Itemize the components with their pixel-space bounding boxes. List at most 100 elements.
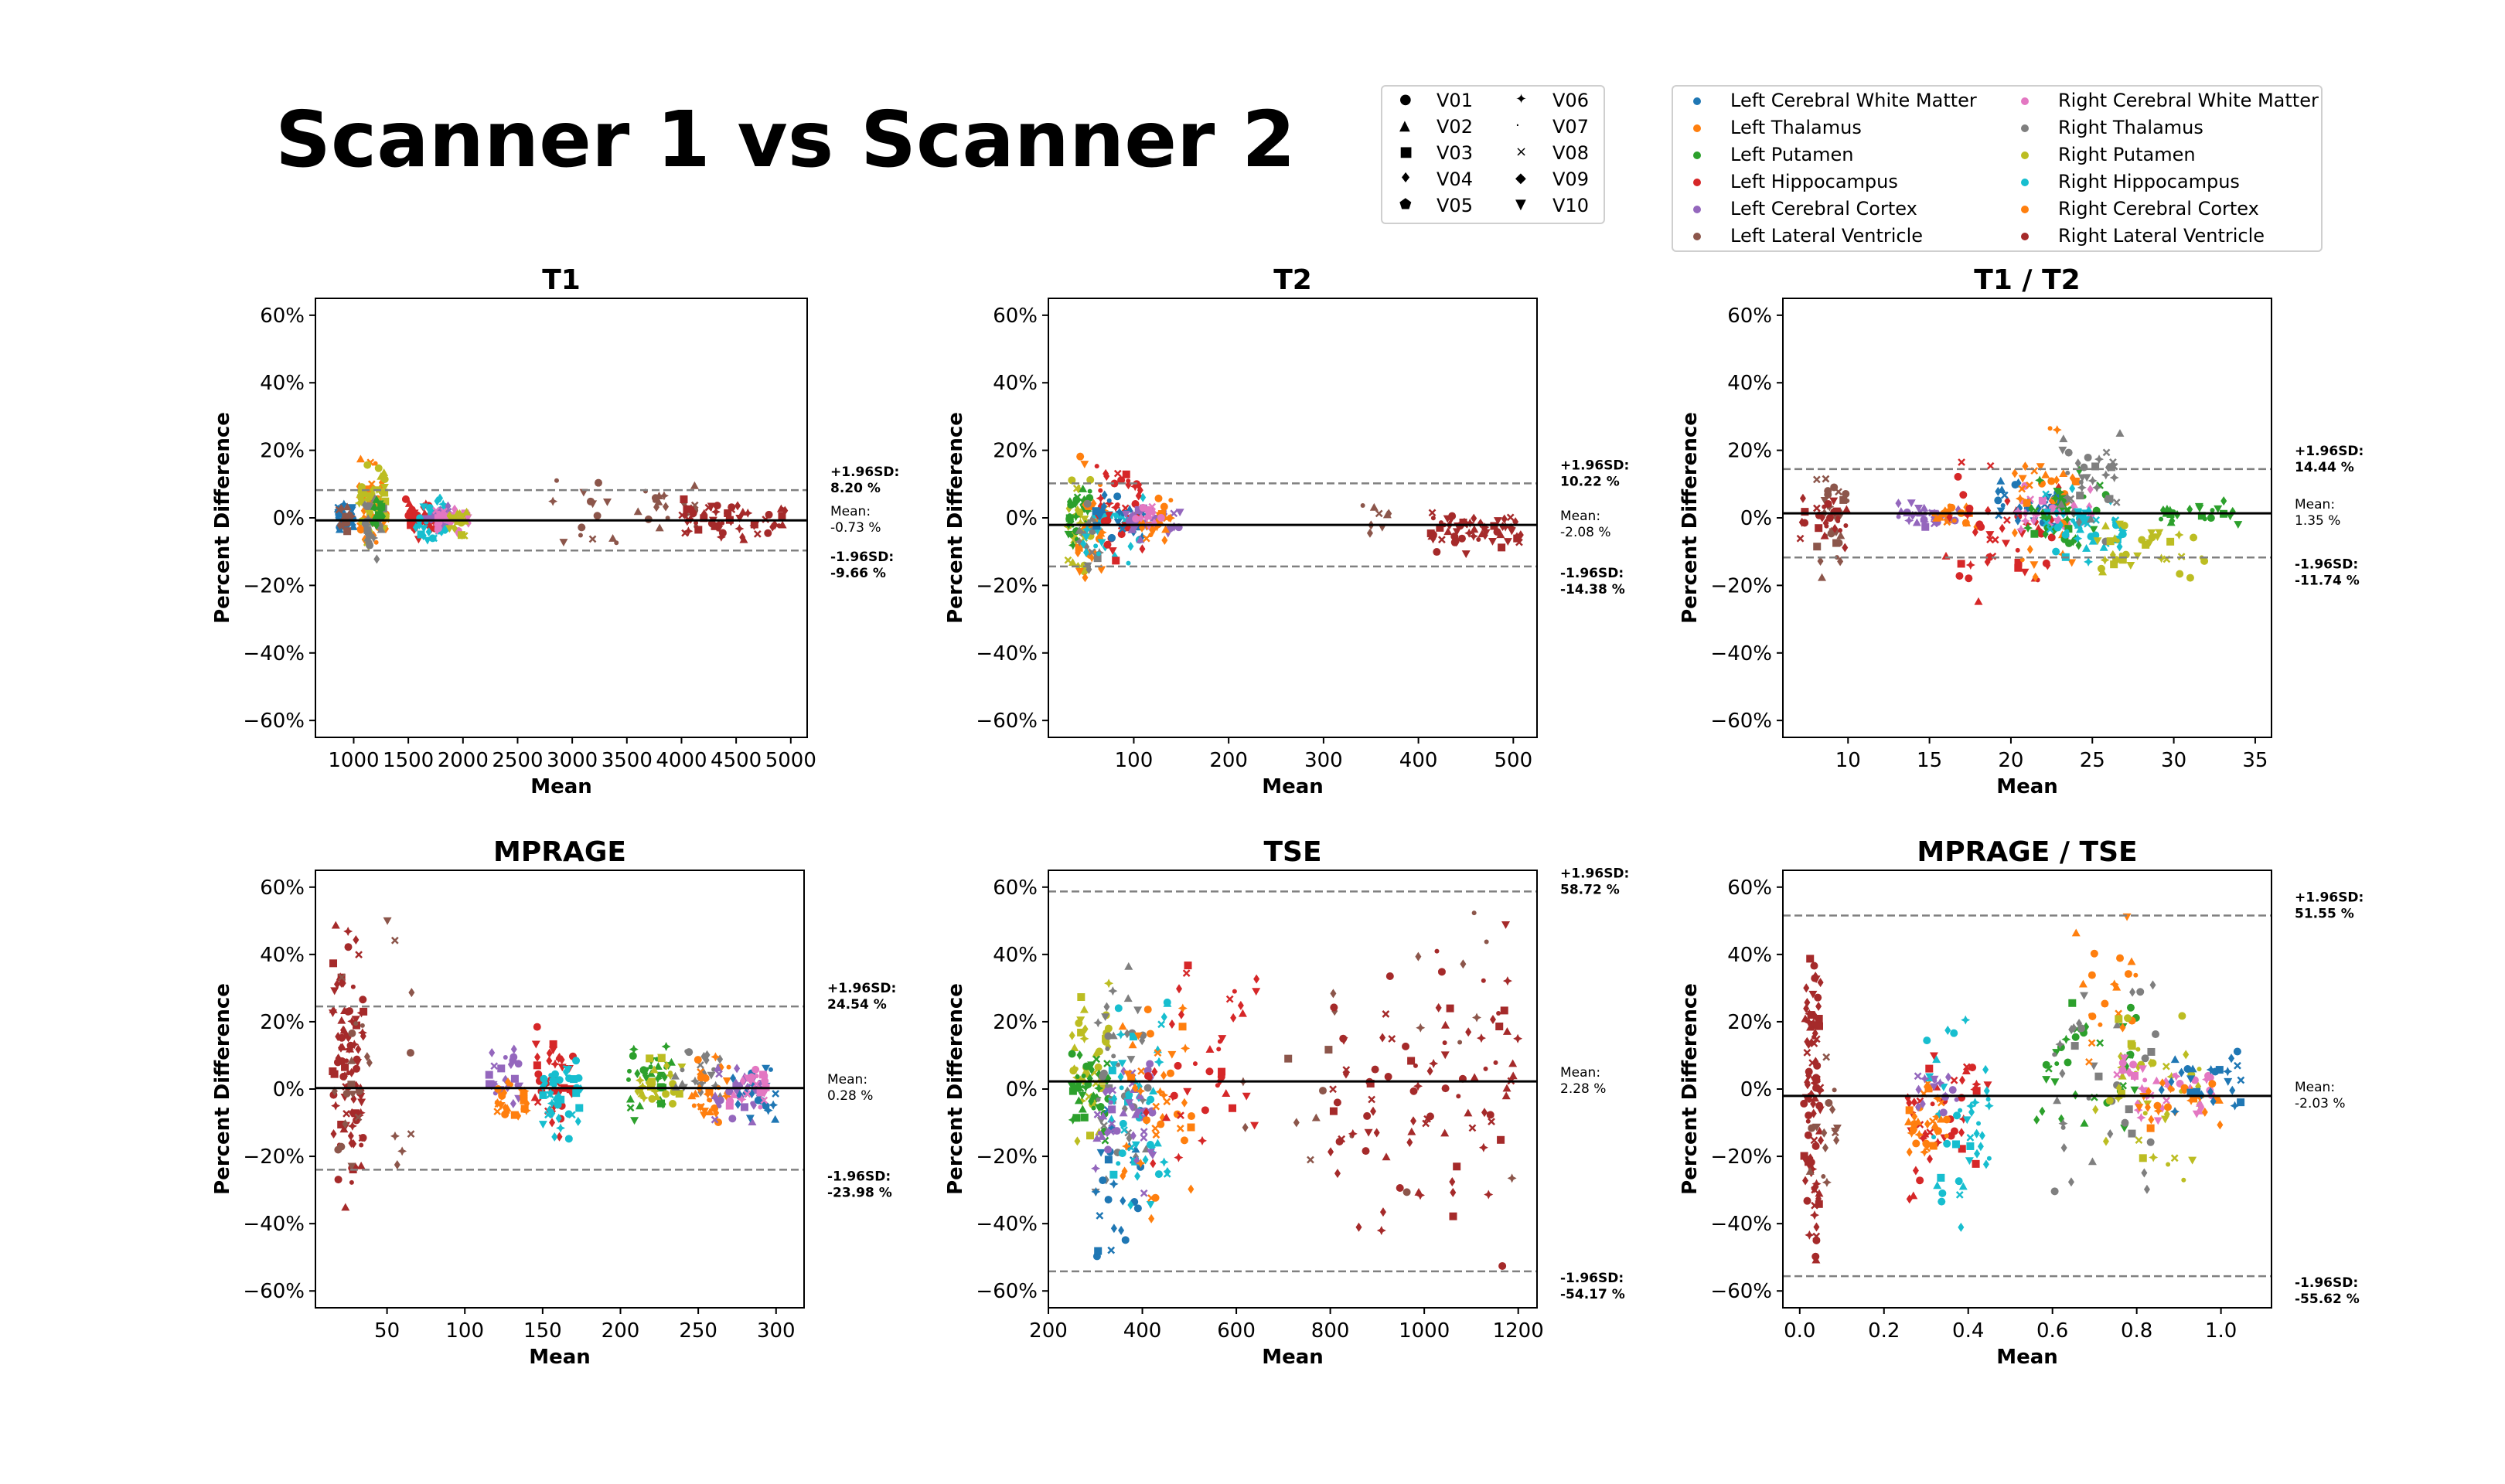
data-point	[1154, 1170, 1163, 1179]
data-point	[445, 525, 455, 533]
data-point	[365, 502, 373, 510]
data-point	[738, 507, 748, 516]
data-point	[2148, 1115, 2155, 1125]
data-point	[407, 1130, 415, 1138]
data-point	[1129, 1033, 1137, 1041]
data-point	[2082, 543, 2091, 552]
data-point	[1805, 1118, 1811, 1124]
data-point	[1082, 1062, 1091, 1070]
data-point	[2178, 1012, 2186, 1020]
data-point	[2210, 508, 2215, 513]
data-point	[534, 1052, 541, 1062]
data-point	[1481, 1108, 1488, 1118]
data-point	[1950, 1127, 1958, 1135]
y-tick-label: −20%	[1710, 574, 1772, 597]
data-point	[650, 1086, 660, 1096]
data-point	[437, 493, 444, 503]
data-point	[1811, 1034, 1817, 1040]
data-point	[1216, 1047, 1222, 1052]
data-point	[1914, 1117, 1923, 1125]
data-point	[1409, 1087, 1418, 1095]
data-point	[1968, 1107, 1975, 1117]
data-point	[1481, 978, 1486, 983]
data-point	[1131, 1110, 1140, 1118]
data-point	[2135, 1047, 2141, 1052]
data-point	[533, 1061, 541, 1070]
data-point	[694, 520, 699, 526]
data-point	[2152, 1030, 2160, 1039]
data-point	[1904, 516, 1914, 526]
data-point	[711, 1052, 721, 1062]
x-tick-label: 150	[523, 1319, 562, 1343]
data-point	[2101, 999, 2109, 1008]
data-point	[2031, 510, 2041, 520]
chart-panel: T1 −60% −40% −20% 0% 20% 40% 60% 1000 1500 2000 250…	[211, 264, 899, 798]
data-point	[2088, 971, 2096, 979]
data-point	[2059, 1068, 2066, 1078]
data-point	[652, 498, 657, 503]
data-point	[380, 468, 389, 476]
data-point	[1999, 523, 2006, 533]
data-point	[1470, 1073, 1479, 1081]
data-point	[1452, 528, 1461, 536]
data-point	[2052, 547, 2060, 556]
data-point	[1137, 485, 1143, 495]
y-tick-label: 60%	[260, 876, 305, 900]
data-point	[1079, 1033, 1089, 1043]
y-tick-label: −60%	[243, 710, 305, 733]
data-point	[1083, 499, 1092, 508]
data-point	[1330, 1003, 1338, 1012]
data-point	[2038, 496, 2047, 505]
chart-panel: T1 / T2 −60% −40% −20% 0% 20% 40% 60% 10 15 20 25 30…	[1679, 264, 2364, 798]
data-point	[669, 1100, 677, 1108]
x-tick-label: 2000	[438, 749, 489, 772]
data-point	[2014, 558, 2023, 567]
data-point	[1068, 558, 1077, 567]
data-point	[1429, 1059, 1439, 1069]
data-point	[1118, 525, 1126, 533]
data-point	[2094, 1072, 2103, 1081]
data-point	[2055, 487, 2065, 497]
data-point	[1099, 1069, 1108, 1077]
data-point	[331, 1101, 341, 1111]
mean-annotation: -2.08 %	[1560, 525, 1611, 540]
data-point	[1176, 984, 1183, 994]
data-point	[1134, 1108, 1143, 1117]
data-point	[684, 1049, 690, 1054]
data-point	[360, 1023, 365, 1028]
data-point	[1307, 1156, 1314, 1164]
data-point	[729, 1090, 738, 1098]
data-point	[1125, 1091, 1133, 1099]
data-point	[1068, 1087, 1077, 1095]
data-point	[2115, 1083, 2122, 1093]
lower-annotation: -55.62 %	[2295, 1292, 2360, 1307]
data-point	[1972, 1159, 1980, 1168]
data-point	[1178, 1003, 1188, 1013]
data-point	[369, 533, 379, 543]
x-tick-label: 300	[757, 1319, 796, 1343]
data-point	[638, 1081, 648, 1091]
data-point	[1127, 1200, 1134, 1210]
data-point	[2096, 1039, 2105, 1047]
y-tick-label: −40%	[976, 1213, 1038, 1236]
data-point	[1176, 1125, 1184, 1132]
data-point	[1284, 1054, 1293, 1063]
data-point	[1483, 1066, 1488, 1071]
data-point	[1833, 1135, 1840, 1145]
data-point	[1140, 492, 1147, 502]
data-point	[1143, 1084, 1152, 1092]
data-points	[1063, 452, 1524, 583]
data-point	[627, 1068, 632, 1074]
data-point	[2207, 1087, 2214, 1097]
data-point	[701, 1074, 710, 1082]
data-point	[356, 1161, 366, 1169]
data-point	[1920, 1129, 1930, 1138]
data-point	[2116, 542, 2123, 552]
data-point	[2207, 514, 2215, 522]
data-point	[1103, 468, 1109, 478]
data-point	[2106, 537, 2115, 546]
data-point	[1178, 1023, 1187, 1031]
data-point	[1958, 1075, 1965, 1085]
data-point	[1123, 994, 1133, 1002]
data-point	[2050, 1078, 2060, 1087]
